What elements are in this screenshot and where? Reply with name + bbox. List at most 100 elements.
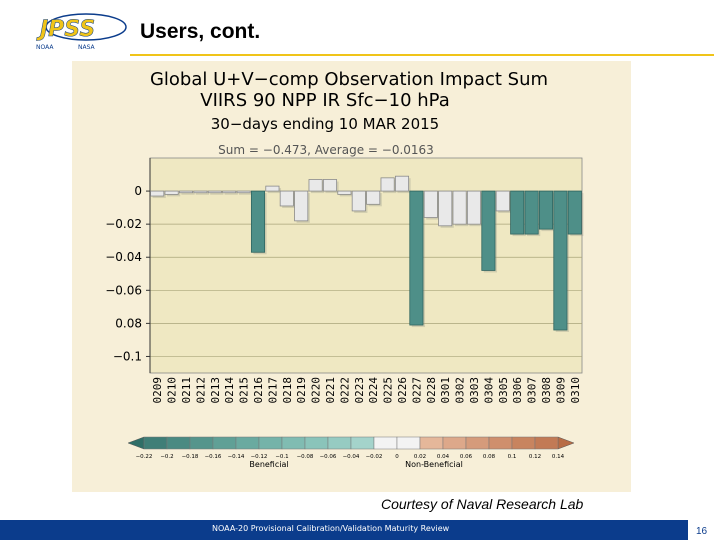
x-tick-label: 0301: [439, 377, 452, 404]
colorbar-tick-label: −0.16: [205, 454, 222, 460]
x-tick-label: 0305: [497, 377, 510, 404]
x-tick-label: 0224: [367, 377, 380, 404]
bar-0222: [337, 190, 352, 195]
x-tick-label: 0218: [281, 377, 294, 404]
plot-area: [149, 157, 583, 374]
colorbar-tick-label: 0.06: [460, 454, 473, 460]
y-tick-label: −0.06: [105, 283, 142, 297]
y-tick-label: 0: [134, 184, 142, 198]
bar-0210: [164, 190, 179, 195]
bar-0212: [193, 190, 208, 194]
colorbar-tick-label: 0.08: [483, 454, 496, 460]
bar-0308: [538, 190, 554, 230]
x-tick-label: 0223: [353, 377, 366, 404]
colorbar-segment: [304, 436, 329, 450]
colorbar-label-non-beneficial: Non-Beneficial: [405, 460, 463, 469]
colorbar-tick-label: 0.04: [437, 454, 450, 460]
colorbar-segment: [465, 436, 490, 450]
x-tick-label: 0226: [396, 377, 409, 404]
x-tick-label: 0213: [209, 377, 222, 404]
bar-0228: [423, 190, 438, 218]
colorbar-tick-label: 0.1: [508, 454, 517, 460]
bar-0223: [351, 190, 366, 212]
bar-0220: [308, 179, 323, 192]
x-tick-label: 0303: [468, 377, 481, 404]
x-tick-label: 0309: [554, 377, 567, 404]
colorbar-tick-label: −0.04: [343, 454, 360, 460]
bar-0227: [409, 190, 424, 326]
colorbar-segment: [281, 436, 306, 450]
bar-0225: [380, 177, 395, 192]
chart-title-line-2: VIIRS 90 NPP IR Sfc−10 hPa: [200, 90, 450, 111]
x-tick-label: 0302: [454, 377, 467, 404]
x-tick-label: 0227: [410, 377, 423, 404]
colorbar-tick-label: 0.14: [552, 454, 565, 460]
x-tick-label: 0215: [238, 377, 251, 404]
x-tick-label: 0217: [266, 377, 279, 404]
bar-0221: [322, 179, 338, 192]
page-number: 16: [696, 526, 708, 537]
chart-title-line-1: Global U+V−comp Observation Impact Sum: [150, 69, 548, 90]
colorbar-segment: [488, 436, 513, 450]
x-tick-label: 0214: [223, 377, 236, 404]
colorbar-tick-label: −0.18: [182, 454, 199, 460]
x-tick-label: 0221: [324, 377, 337, 404]
x-tick-label: 0212: [194, 377, 207, 404]
bar-0302: [452, 190, 467, 225]
colorbar-tick-label: −0.14: [228, 454, 245, 460]
x-tick-label: 0211: [180, 377, 193, 404]
bar-0216: [250, 190, 266, 253]
bar-0218: [279, 190, 294, 207]
logo-orbit-ring: [45, 13, 127, 41]
x-tick-label: 0225: [382, 377, 395, 404]
logo-right-label: NASA: [78, 44, 96, 51]
x-tick-label: 0307: [526, 377, 539, 404]
colorbar-segment: [511, 436, 536, 450]
bar-0306: [510, 190, 525, 235]
bar-0226: [394, 175, 410, 192]
x-tick-label: 0220: [310, 377, 323, 404]
bar-0219: [294, 190, 309, 222]
x-tick-label: 0210: [166, 377, 179, 404]
colorbar-tick-label: −0.1: [275, 454, 288, 460]
colorbar-tick-label: −0.06: [320, 454, 337, 460]
bar-0209: [150, 190, 165, 197]
impact-bar-chart: Global U+V−comp Observation Impact Sum V…: [105, 69, 584, 469]
footer-text: NOAA-20 Provisional Calibration/Validati…: [212, 524, 450, 533]
bar-0309: [553, 190, 568, 331]
bar-0305: [495, 190, 510, 212]
colorbar-segment: [350, 436, 375, 450]
colorbar-label-beneficial: Beneficial: [249, 460, 288, 469]
bar-0303: [466, 190, 482, 225]
y-tick-label: −0.1: [113, 349, 142, 363]
colorbar-tick-label: −0.22: [136, 454, 153, 460]
colorbar-tick-label: −0.2: [160, 454, 173, 460]
colorbar-segment: [373, 436, 398, 450]
colorbar-segment: [189, 436, 214, 450]
bar-0211: [178, 190, 194, 194]
logo-wordmark: JPSS: [36, 17, 95, 42]
x-tick-label: 0310: [569, 377, 582, 404]
colorbar-segment: [166, 436, 191, 450]
colorbar-tick-label: −0.12: [251, 454, 268, 460]
bar-0214: [222, 190, 237, 194]
x-tick-label: 0222: [338, 377, 351, 404]
colorbar-tick-label: 0: [395, 454, 399, 460]
bar-0301: [438, 190, 453, 227]
colorbar-segment: [327, 436, 352, 450]
bar-shadow: [238, 193, 253, 195]
x-tick-label: 0306: [511, 377, 524, 404]
colorbar-tick-label: 0.02: [414, 454, 426, 460]
footer-bar: NOAA-20 Provisional Calibration/Validati…: [0, 520, 688, 540]
image-credit: Courtesy of Naval Research Lab: [381, 496, 584, 512]
bar-0217: [265, 185, 280, 192]
colorbar-segment: [258, 436, 283, 450]
x-tick-label: 0304: [482, 377, 495, 404]
bar-0310: [567, 190, 582, 235]
colorbar-segment: [534, 436, 559, 450]
colorbar-segment: [212, 436, 237, 450]
bar-shadow: [181, 193, 195, 195]
bar-0215: [236, 190, 251, 194]
colorbar-segment: [442, 436, 467, 450]
chart-subtitle: Sum = −0.473, Average = −0.0163: [218, 143, 434, 157]
